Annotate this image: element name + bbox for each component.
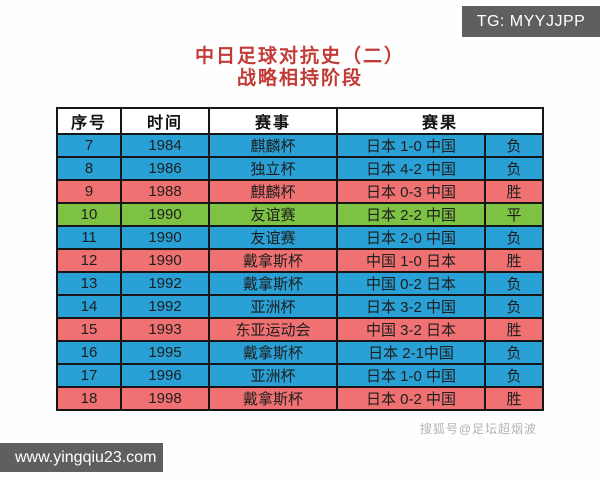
cell-outcome: 负 — [483, 271, 545, 296]
cell-year: 1992 — [120, 294, 210, 319]
table-row: 11 1990 友谊赛 日本 2-0 中国 负 — [56, 225, 545, 250]
cell-year: 1990 — [120, 225, 210, 250]
cell-outcome: 胜 — [483, 386, 545, 411]
table-row: 7 1984 麒麟杯 日本 1-0 中国 负 — [56, 133, 545, 158]
cell-score: 中国 3-2 日本 — [336, 317, 486, 342]
cell-outcome: 负 — [483, 340, 545, 365]
table-row: 18 1998 戴拿斯杯 日本 0-2 中国 胜 — [56, 386, 545, 411]
cell-no: 7 — [56, 133, 122, 158]
page-title-line1: 中日足球对抗史（二） — [194, 46, 405, 67]
cell-event: 戴拿斯杯 — [208, 248, 338, 273]
results-table: 序号 时间 赛事 赛果 7 1984 麒麟杯 日本 1-0 中国 负 8 198… — [56, 107, 545, 411]
cell-year: 1993 — [120, 317, 210, 342]
table-row: 10 1990 友谊赛 日本 2-2 中国 平 — [56, 202, 545, 227]
cell-score: 中国 1-0 日本 — [336, 248, 486, 273]
cell-outcome: 平 — [483, 202, 545, 227]
watermark: 搜狐号@足坛超烟波 — [419, 422, 537, 436]
cell-outcome: 胜 — [483, 317, 545, 342]
table-row: 13 1992 戴拿斯杯 中国 0-2 日本 负 — [56, 271, 545, 296]
page-title-line2: 战略相持阶段 — [236, 68, 363, 89]
header-year: 时间 — [120, 107, 210, 135]
cell-score: 日本 1-0 中国 — [336, 363, 486, 388]
cell-score: 日本 0-2 中国 — [336, 386, 486, 411]
cell-year: 1988 — [120, 179, 210, 204]
cell-no: 10 — [56, 202, 122, 227]
cell-outcome: 胜 — [483, 179, 545, 204]
cell-no: 13 — [56, 271, 122, 296]
cell-score: 日本 2-2 中国 — [336, 202, 486, 227]
cell-no: 18 — [56, 386, 122, 411]
cell-event: 戴拿斯杯 — [208, 271, 338, 296]
cell-no: 9 — [56, 179, 122, 204]
cell-no: 11 — [56, 225, 122, 250]
page-title: 中日足球对抗史（二） 战略相持阶段 — [0, 46, 600, 90]
cell-score: 日本 0-3 中国 — [336, 179, 486, 204]
cell-year: 1995 — [120, 340, 210, 365]
site-url-text: www.yingqiu23.com — [15, 448, 157, 466]
cell-score: 中国 0-2 日本 — [336, 271, 486, 296]
cell-outcome: 负 — [483, 156, 545, 181]
cell-event: 独立杯 — [208, 156, 338, 181]
table-row: 8 1986 独立杯 日本 4-2 中国 负 — [56, 156, 545, 181]
header-result: 赛果 — [335, 107, 545, 135]
cell-outcome: 负 — [483, 225, 545, 250]
table-row: 9 1988 麒麟杯 日本 0-3 中国 胜 — [56, 179, 545, 204]
table-row: 14 1992 亚洲杯 日本 3-2 中国 负 — [56, 294, 545, 319]
cell-score: 日本 4-2 中国 — [336, 156, 486, 181]
cell-event: 友谊赛 — [208, 225, 338, 250]
cell-no: 12 — [56, 248, 122, 273]
cell-year: 1998 — [120, 386, 210, 411]
cell-year: 1986 — [120, 156, 210, 181]
cell-score: 日本 2-0 中国 — [336, 225, 486, 250]
cell-event: 麒麟杯 — [208, 179, 338, 204]
cell-no: 16 — [56, 340, 122, 365]
cell-year: 1984 — [120, 133, 210, 158]
table-row: 15 1993 东亚运动会 中国 3-2 日本 胜 — [56, 317, 545, 342]
table-header-row: 序号 时间 赛事 赛果 — [56, 107, 545, 135]
cell-outcome: 胜 — [483, 248, 545, 273]
cell-no: 17 — [56, 363, 122, 388]
cell-no: 8 — [56, 156, 122, 181]
cell-event: 戴拿斯杯 — [208, 386, 338, 411]
cell-outcome: 负 — [483, 294, 545, 319]
cell-score: 日本 1-0 中国 — [336, 133, 486, 158]
tg-badge-text: TG: MYYJJPP — [476, 12, 586, 30]
header-event: 赛事 — [208, 107, 338, 135]
cell-event: 亚洲杯 — [208, 363, 338, 388]
table-row: 12 1990 戴拿斯杯 中国 1-0 日本 胜 — [56, 248, 545, 273]
cell-outcome: 负 — [483, 363, 545, 388]
site-url-badge: www.yingqiu23.com — [0, 443, 163, 472]
cell-event: 麒麟杯 — [208, 133, 338, 158]
cell-year: 1996 — [120, 363, 210, 388]
cell-year: 1992 — [120, 271, 210, 296]
cell-year: 1990 — [120, 248, 210, 273]
cell-no: 14 — [56, 294, 122, 319]
cell-outcome: 负 — [483, 133, 545, 158]
header-no: 序号 — [56, 107, 122, 135]
cell-event: 亚洲杯 — [208, 294, 338, 319]
cell-score: 日本 2-1中国 — [336, 340, 486, 365]
cell-event: 戴拿斯杯 — [208, 340, 338, 365]
cell-event: 友谊赛 — [208, 202, 338, 227]
cell-no: 15 — [56, 317, 122, 342]
cell-event: 东亚运动会 — [208, 317, 338, 342]
table-row: 17 1996 亚洲杯 日本 1-0 中国 负 — [56, 363, 545, 388]
table-row: 16 1995 戴拿斯杯 日本 2-1中国 负 — [56, 340, 545, 365]
tg-badge: TG: MYYJJPP — [462, 6, 600, 37]
cell-year: 1990 — [120, 202, 210, 227]
cell-score: 日本 3-2 中国 — [336, 294, 486, 319]
